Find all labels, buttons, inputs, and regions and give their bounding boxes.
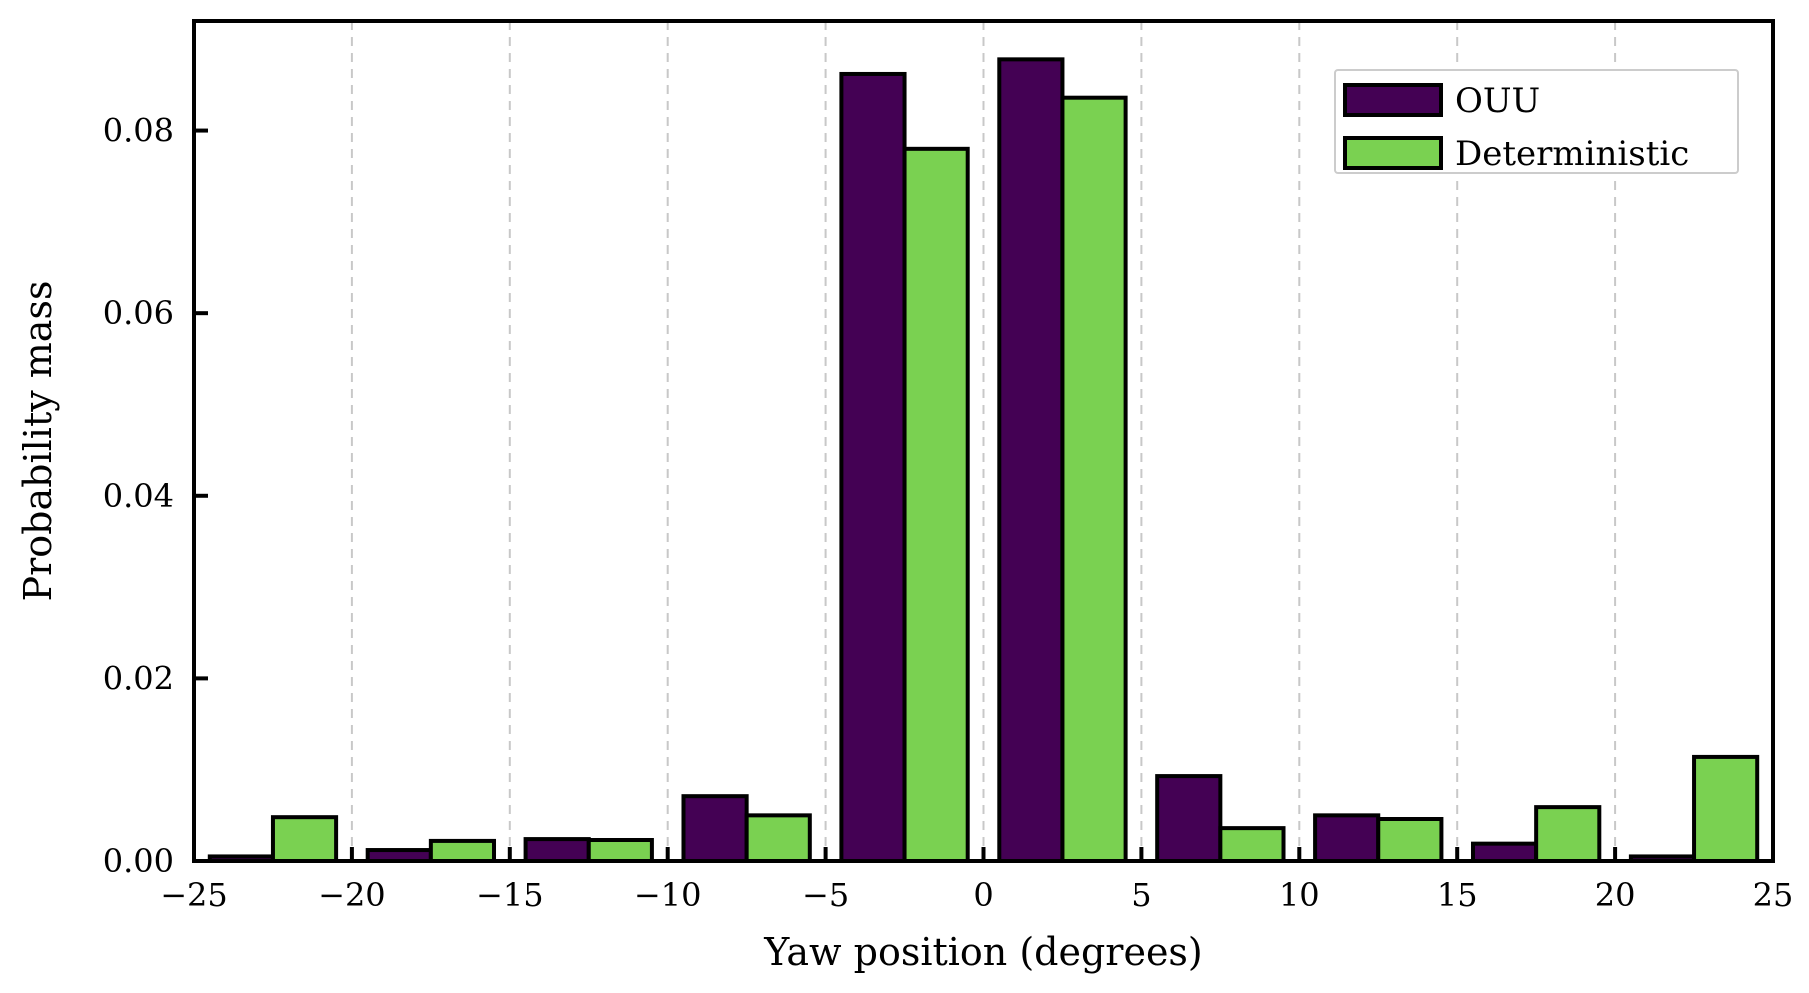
bar-deterministic [270, 815, 339, 863]
bar-ouu [839, 71, 907, 863]
legend-swatch-ouu [1343, 83, 1443, 117]
x-tick-label: −25 [160, 876, 228, 914]
bar-ouu [523, 837, 591, 864]
grid-lines [350, 21, 1617, 861]
x-tick-label: −10 [634, 876, 702, 914]
bar-deterministic [428, 838, 497, 863]
bar-ouu [681, 794, 749, 863]
y-tick-label: 0.02 [103, 659, 174, 697]
bar-ouu [1313, 813, 1381, 864]
bar-ouu [1155, 774, 1223, 864]
bar-ouu [1470, 841, 1539, 863]
bar-ouu [997, 57, 1065, 863]
y-axis-title: Probability mass [16, 281, 60, 602]
bar-deterministic [1534, 805, 1602, 863]
x-tick-label: 0 [973, 876, 993, 914]
y-tick-label: 0.08 [103, 112, 174, 150]
x-tick-label: −15 [476, 876, 544, 914]
x-tick-label: −20 [318, 876, 386, 914]
x-tick-label: 5 [1131, 876, 1151, 914]
x-axis-title: Yaw position (degrees) [763, 930, 1203, 974]
x-tick-label: −5 [802, 876, 849, 914]
bar-deterministic [902, 146, 970, 863]
legend-swatch-deterministic [1343, 136, 1443, 170]
bar-deterministic [586, 838, 654, 863]
bar-deterministic [1376, 817, 1444, 863]
bar-deterministic [1060, 95, 1128, 863]
bar-deterministic [1692, 754, 1760, 863]
x-tick-label: 20 [1595, 876, 1636, 914]
legend: OUU Deterministic [1334, 69, 1739, 174]
bar-deterministic [744, 813, 812, 864]
bar-deterministic [1218, 826, 1286, 863]
legend-label-ouu: OUU [1455, 81, 1540, 121]
legend-label-deterministic: Deterministic [1455, 134, 1689, 174]
y-tick-label: 0.00 [103, 842, 174, 880]
x-tick-label: 15 [1437, 876, 1478, 914]
x-tick-label: 25 [1753, 876, 1794, 914]
bars [207, 57, 1760, 864]
y-tick-label: 0.06 [103, 294, 174, 332]
y-tick-label: 0.04 [103, 477, 174, 515]
x-tick-label: 10 [1279, 876, 1320, 914]
axis-ticks: −25 −20 −15 −10 −5 0 5 10 15 20 25 0.00 0.02 0.04 0.06… [103, 112, 1794, 914]
